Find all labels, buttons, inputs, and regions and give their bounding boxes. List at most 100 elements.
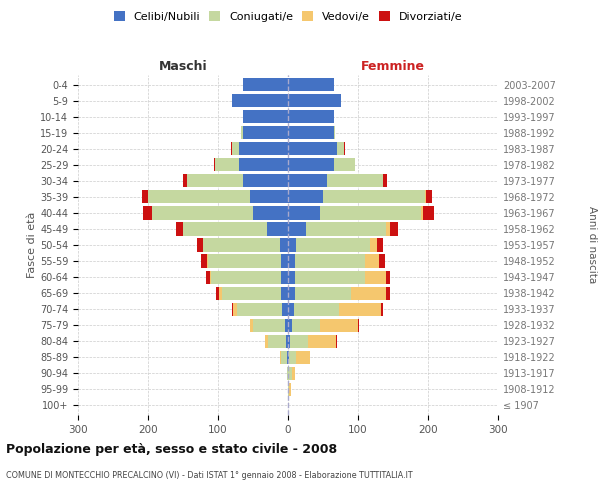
Bar: [281, 254, 288, 268]
Bar: [288, 238, 296, 252]
Bar: [365, 254, 379, 268]
Bar: [280, 350, 281, 364]
Bar: [239, 142, 288, 156]
Text: Popolazione per età, sesso e stato civile - 2008: Popolazione per età, sesso e stato civil…: [6, 442, 337, 456]
Y-axis label: Fasce di età: Fasce di età: [27, 212, 37, 278]
Bar: [288, 222, 305, 235]
Bar: [290, 334, 308, 348]
Bar: [211, 270, 281, 283]
Bar: [176, 222, 183, 235]
Bar: [386, 222, 389, 235]
Bar: [241, 126, 242, 140]
Bar: [326, 174, 383, 188]
Bar: [187, 174, 242, 188]
Bar: [242, 126, 288, 140]
Bar: [242, 110, 288, 124]
Bar: [381, 302, 383, 316]
Bar: [183, 174, 187, 188]
Bar: [288, 350, 289, 364]
Bar: [289, 350, 296, 364]
Bar: [207, 254, 208, 268]
Bar: [281, 270, 288, 283]
Bar: [268, 334, 286, 348]
Bar: [220, 286, 221, 300]
Bar: [292, 318, 320, 332]
Bar: [308, 334, 335, 348]
Bar: [337, 142, 344, 156]
Legend: Celibi/Nubili, Coniugati/e, Vedovi/e, Divorziati/e: Celibi/Nubili, Coniugati/e, Vedovi/e, Di…: [110, 8, 466, 25]
Bar: [383, 174, 387, 188]
Bar: [209, 270, 211, 283]
Bar: [280, 238, 288, 252]
Bar: [232, 142, 239, 156]
Bar: [288, 270, 295, 283]
Bar: [323, 190, 425, 203]
Bar: [287, 350, 288, 364]
Bar: [421, 206, 423, 220]
Bar: [386, 286, 389, 300]
Bar: [242, 78, 288, 91]
Bar: [334, 126, 335, 140]
Bar: [334, 158, 355, 172]
Bar: [281, 350, 287, 364]
Bar: [284, 318, 288, 332]
Text: Femmine: Femmine: [361, 60, 425, 74]
Bar: [288, 334, 290, 348]
Bar: [288, 286, 295, 300]
Bar: [288, 366, 292, 380]
Bar: [295, 254, 365, 268]
Bar: [242, 174, 288, 188]
Bar: [389, 222, 398, 235]
Bar: [232, 302, 233, 316]
Bar: [232, 94, 288, 107]
Bar: [197, 238, 203, 252]
Bar: [148, 190, 250, 203]
Bar: [288, 126, 334, 140]
Bar: [288, 78, 334, 91]
Bar: [203, 238, 280, 252]
Bar: [239, 158, 288, 172]
Bar: [296, 238, 370, 252]
Bar: [292, 366, 295, 380]
Bar: [253, 318, 284, 332]
Bar: [267, 222, 288, 235]
Bar: [281, 286, 288, 300]
Bar: [377, 238, 383, 252]
Bar: [288, 254, 295, 268]
Bar: [288, 94, 341, 107]
Bar: [283, 302, 288, 316]
Bar: [358, 318, 359, 332]
Bar: [221, 286, 281, 300]
Bar: [287, 366, 288, 380]
Bar: [370, 238, 377, 252]
Bar: [201, 254, 207, 268]
Bar: [288, 318, 292, 332]
Text: Anni di nascita: Anni di nascita: [587, 206, 597, 284]
Bar: [253, 206, 288, 220]
Bar: [335, 334, 337, 348]
Text: Maschi: Maschi: [158, 60, 208, 74]
Bar: [142, 190, 148, 203]
Text: COMUNE DI MONTECCHIO PRECALCINO (VI) - Dati ISTAT 1° gennaio 2008 - Elaborazione: COMUNE DI MONTECCHIO PRECALCINO (VI) - D…: [6, 471, 413, 480]
Bar: [305, 222, 386, 235]
Bar: [265, 334, 268, 348]
Bar: [339, 302, 381, 316]
Bar: [288, 142, 337, 156]
Bar: [206, 270, 209, 283]
Bar: [379, 254, 385, 268]
Bar: [386, 270, 389, 283]
Bar: [208, 254, 281, 268]
Bar: [216, 286, 220, 300]
Bar: [295, 286, 351, 300]
Bar: [288, 302, 293, 316]
Bar: [320, 206, 421, 220]
Bar: [423, 206, 434, 220]
Bar: [289, 383, 291, 396]
Bar: [288, 174, 326, 188]
Bar: [214, 158, 215, 172]
Bar: [288, 158, 334, 172]
Bar: [288, 383, 289, 396]
Bar: [215, 158, 239, 172]
Bar: [288, 190, 323, 203]
Bar: [286, 334, 288, 348]
